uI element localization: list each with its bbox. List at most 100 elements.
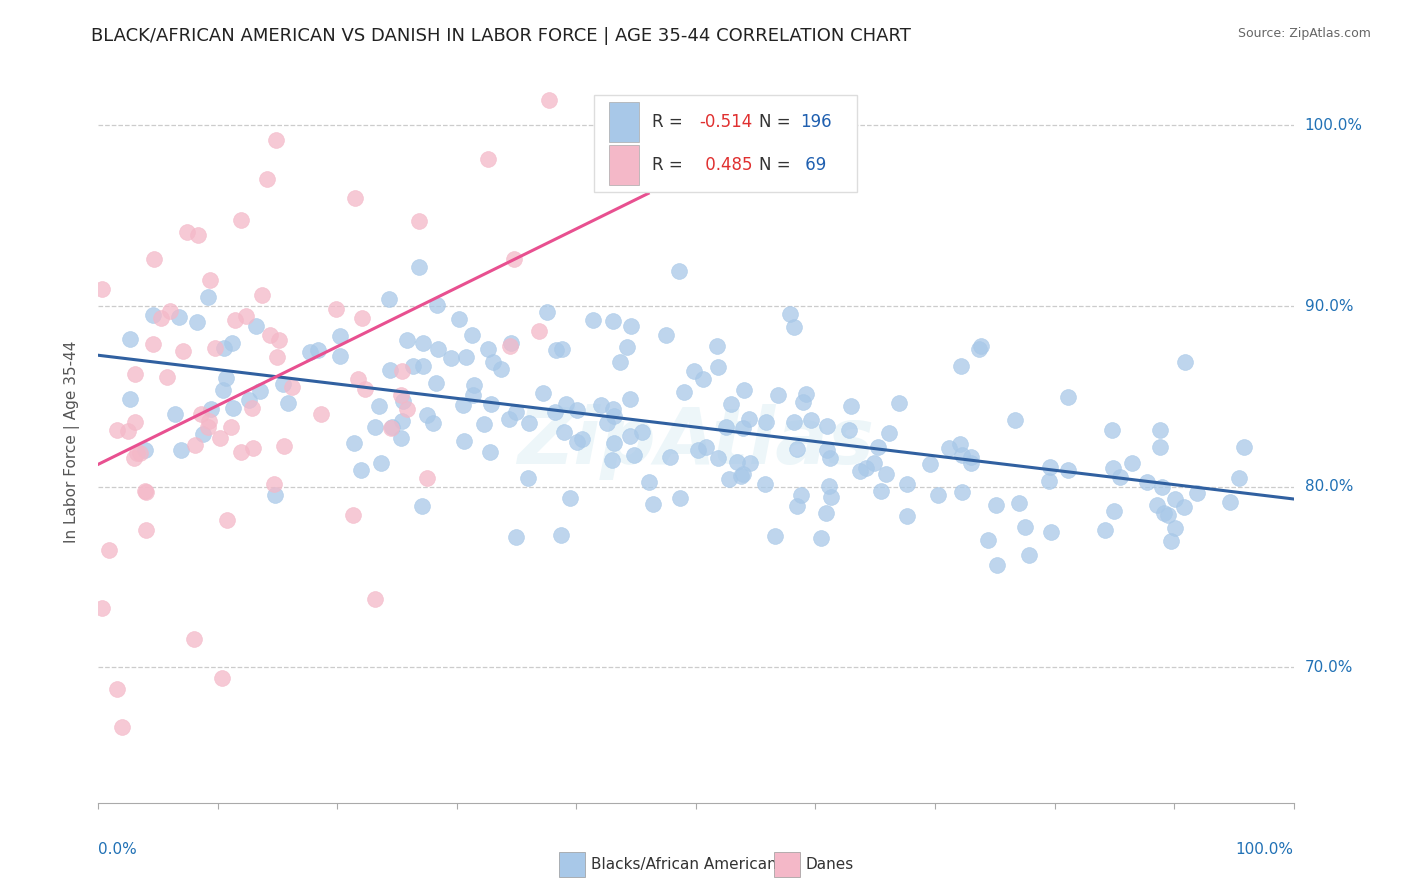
Point — [245, 318, 267, 333]
Point — [596, 416, 619, 430]
Point — [1219, 495, 1241, 509]
Text: N =: N = — [759, 113, 796, 131]
Point — [197, 420, 219, 434]
Point — [868, 441, 890, 455]
Point — [343, 436, 366, 450]
Point — [259, 327, 281, 342]
Point — [976, 533, 998, 547]
Point — [786, 500, 808, 514]
Point — [124, 367, 146, 381]
Point — [779, 307, 801, 321]
Point — [456, 351, 478, 365]
Point — [363, 591, 385, 606]
Point — [565, 434, 588, 449]
Point — [499, 336, 522, 351]
Point — [235, 309, 257, 323]
Point — [887, 395, 910, 409]
Point — [658, 450, 681, 464]
Point — [1040, 525, 1063, 540]
Point — [815, 442, 838, 457]
Point — [731, 421, 754, 435]
Point — [222, 401, 245, 415]
Point — [91, 600, 114, 615]
Point — [637, 475, 659, 489]
Point — [221, 336, 243, 351]
Point — [122, 451, 145, 466]
Point — [986, 558, 1008, 572]
Text: Source: ZipAtlas.com: Source: ZipAtlas.com — [1237, 27, 1371, 40]
Point — [620, 319, 643, 334]
Point — [426, 343, 449, 357]
Point — [1121, 456, 1143, 470]
Y-axis label: In Labor Force | Age 35-44: In Labor Force | Age 35-44 — [63, 341, 80, 542]
Point — [478, 445, 501, 459]
Point — [669, 491, 692, 505]
Point — [449, 312, 471, 326]
Point — [505, 530, 527, 544]
Point — [755, 415, 778, 429]
Text: 0.0%: 0.0% — [98, 842, 138, 856]
Point — [135, 485, 157, 500]
Point — [453, 434, 475, 449]
Text: 100.0%: 100.0% — [1236, 842, 1294, 856]
Point — [818, 451, 841, 466]
Point — [786, 442, 808, 456]
Point — [342, 508, 364, 522]
Point — [896, 509, 918, 524]
Point — [603, 436, 626, 450]
Point — [896, 476, 918, 491]
Point — [242, 441, 264, 455]
Point — [344, 190, 367, 204]
Point — [266, 351, 288, 365]
Point — [920, 457, 942, 471]
Point — [479, 397, 502, 411]
Point — [489, 362, 512, 376]
Point — [792, 394, 814, 409]
Point — [381, 420, 404, 434]
Point — [794, 386, 817, 401]
Point — [1232, 440, 1254, 454]
Point — [815, 419, 838, 434]
Text: R =: R = — [652, 156, 688, 174]
Point — [311, 407, 333, 421]
Point — [970, 339, 993, 353]
Point — [516, 471, 538, 485]
Text: -0.514: -0.514 — [700, 113, 752, 131]
Bar — [609, 145, 638, 185]
Point — [820, 490, 842, 504]
Point — [350, 310, 373, 325]
Point — [271, 376, 294, 391]
Point — [582, 312, 605, 326]
Point — [354, 382, 377, 396]
Point — [197, 290, 219, 304]
Point — [555, 397, 578, 411]
Point — [350, 462, 373, 476]
Point — [240, 401, 263, 416]
Point — [412, 335, 434, 350]
Point — [250, 287, 273, 301]
Point — [1227, 471, 1250, 485]
Point — [477, 343, 499, 357]
Point — [730, 469, 752, 483]
Point — [1185, 486, 1208, 500]
Point — [273, 439, 295, 453]
Point — [249, 384, 271, 399]
Point — [498, 339, 520, 353]
Point — [143, 252, 166, 267]
Point — [950, 448, 973, 462]
Point — [142, 337, 165, 351]
Point — [184, 437, 207, 451]
Point — [105, 423, 128, 437]
Point — [838, 423, 860, 437]
Point — [725, 455, 748, 469]
Text: Blacks/African Americans: Blacks/African Americans — [591, 856, 785, 871]
Point — [567, 403, 589, 417]
Point — [616, 340, 638, 354]
Point — [949, 359, 972, 373]
Point — [298, 345, 321, 359]
Text: 70.0%: 70.0% — [1305, 660, 1353, 675]
Point — [1018, 549, 1040, 563]
Point — [391, 414, 413, 428]
Point — [219, 419, 242, 434]
Point — [783, 319, 806, 334]
